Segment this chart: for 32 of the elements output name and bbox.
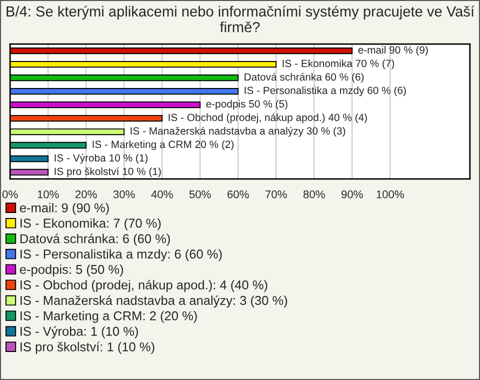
data-label: IS - Ekonomika 70 % (7) — [282, 59, 394, 70]
data-label: e-mail 90 % (9) — [358, 46, 428, 56]
chart-title: B/4: Se kterými aplikacemi nebo informačními systémy pracujete ve Vaší firmě? — [6, 6, 474, 32]
legend-label: Datová schránka: 6 (60 %) — [20, 234, 170, 246]
legend-label: IS - Obchod (prodej, nákup apod.): 4 (40 %) — [20, 280, 268, 292]
legend-label: e-mail: 9 (90 %) — [20, 202, 109, 215]
data-label: e-podpis 50 % (5) — [206, 100, 288, 110]
data-label: IS - Výroba 10 % (1) — [54, 154, 148, 164]
data-label: IS - Personalistika a mzdy 60 % (6) — [244, 86, 406, 96]
x-tick-label: 40% — [151, 190, 173, 198]
x-tick-label: 30% — [113, 190, 135, 198]
data-label: IS pro školství 10 % (1) — [54, 167, 161, 178]
x-tick-label: 70% — [266, 190, 287, 198]
x-tick-label: 60% — [228, 190, 249, 198]
legend-label: IS - Marketing a CRM: 2 (20 %) — [20, 310, 197, 323]
x-tick-label: 80% — [303, 190, 325, 198]
legend-label: IS - Manažerská nadstavba a analýzy: 3 (30 %) — [20, 295, 288, 308]
legend-label: IS - Personalistika a mzdy: 6 (60 %) — [20, 249, 222, 262]
data-label: Datová schránka 60 % (6) — [244, 72, 364, 83]
data-label: IS - Marketing a CRM 20 % (2) — [92, 140, 234, 150]
legend-label: IS pro školství: 1 (10 %) — [20, 342, 154, 354]
legend-label: e-podpis: 5 (50 %) — [20, 264, 124, 276]
data-label: IS - Obchod (prodej, nákup apod.) 40 % (4) — [168, 113, 367, 124]
data-label: IS - Manažerská nadstavba a analýzy 30 % (3) — [130, 126, 346, 137]
x-tick-label: 20% — [76, 190, 97, 198]
x-tick-label: 0% — [2, 190, 18, 198]
legend-label: IS - Ekonomika: 7 (70 %) — [20, 218, 161, 230]
legend-label: IS - Výroba: 1 (10 %) — [20, 326, 138, 338]
x-tick-label: 50% — [189, 190, 211, 198]
x-tick-label: 90% — [342, 190, 363, 198]
x-tick-label: 10% — [38, 190, 59, 198]
x-tick-label: 100% — [376, 190, 404, 198]
